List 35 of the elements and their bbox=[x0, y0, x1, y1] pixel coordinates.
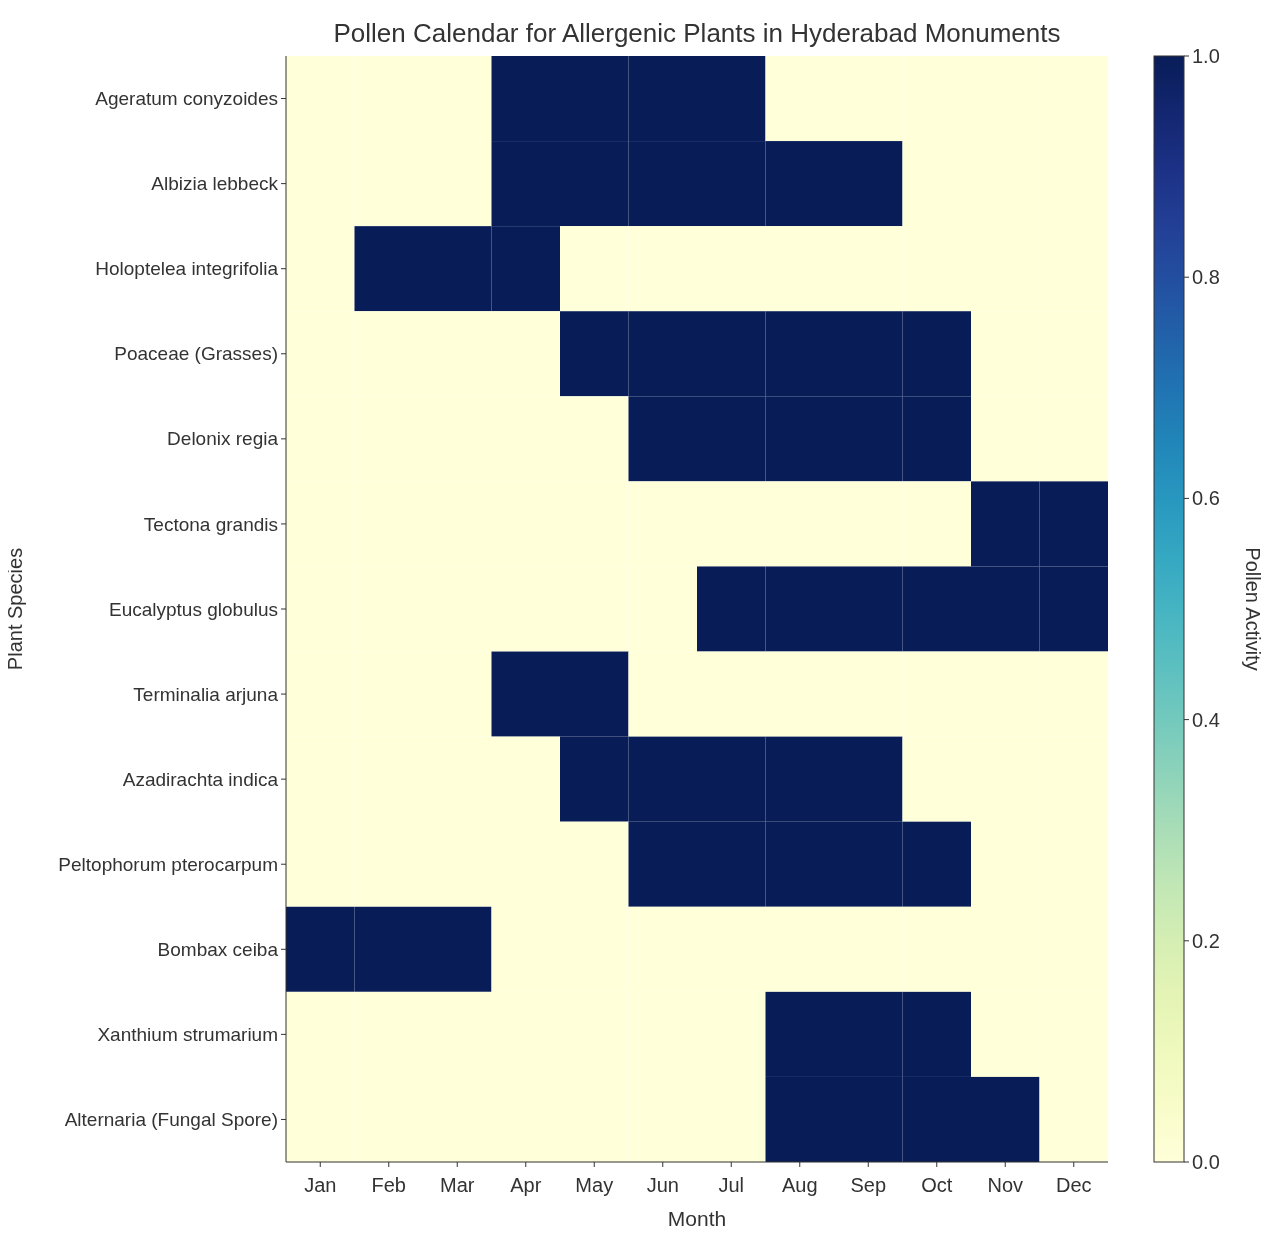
x-tick-label: Oct bbox=[921, 1174, 953, 1196]
color-bar-label: 0.4 bbox=[1192, 708, 1220, 731]
y-tick-label: Ageratum conyzoides bbox=[95, 88, 278, 110]
x-tick-label: Sep bbox=[850, 1174, 887, 1196]
color-bar-label: 0.6 bbox=[1192, 487, 1220, 510]
y-tick-label: Delonix regia bbox=[167, 428, 279, 450]
x-tick-label: Mar bbox=[440, 1174, 475, 1196]
y-tick-label: Holoptelea integrifolia bbox=[95, 258, 279, 280]
color-bar-label: 0.0 bbox=[1192, 1151, 1220, 1173]
x-tick-label: Apr bbox=[510, 1174, 542, 1196]
y-tick-label: Eucalyptus globulus bbox=[109, 598, 278, 620]
y-tick-label: Terminalia arjuna bbox=[133, 683, 279, 705]
x-tick-label: Jun bbox=[646, 1174, 679, 1196]
color-bar-label: 0.2 bbox=[1192, 929, 1220, 952]
y-tick-label: Poaceae (Grasses) bbox=[114, 343, 278, 365]
x-axis-title: Month bbox=[667, 1207, 727, 1230]
x-tick-label: Feb bbox=[371, 1174, 406, 1196]
x-tick-label: Nov bbox=[987, 1174, 1024, 1196]
y-axis-title: Plant Species bbox=[4, 547, 26, 671]
x-tick-label: Jan bbox=[304, 1174, 337, 1196]
color-bar-label: 1.0 bbox=[1192, 45, 1220, 67]
y-tick-label: Xanthium strumarium bbox=[97, 1024, 278, 1046]
x-tick-label: Jul bbox=[718, 1174, 745, 1196]
y-tick-label: Tectona grandis bbox=[143, 513, 278, 535]
color-bar-label: 0.8 bbox=[1192, 266, 1220, 289]
x-tick-label: May bbox=[575, 1174, 614, 1196]
y-tick-label: Bombax ceiba bbox=[157, 938, 279, 960]
y-tick-label: Peltophorum pterocarpum bbox=[58, 853, 278, 875]
x-tick-label: Aug bbox=[781, 1174, 818, 1196]
y-tick-label: Alternaria (Fungal Spore) bbox=[64, 1109, 278, 1131]
chart-title: Pollen Calendar for Allergenic Plants in Hyderabad Monuments bbox=[333, 18, 1061, 48]
y-tick-label: Azadirachta indica bbox=[122, 768, 279, 790]
x-tick-label: Dec bbox=[1055, 1174, 1092, 1196]
color-bar-title: Pollen Activity bbox=[1242, 547, 1264, 671]
y-tick-label: Albizia lebbeck bbox=[151, 173, 279, 195]
